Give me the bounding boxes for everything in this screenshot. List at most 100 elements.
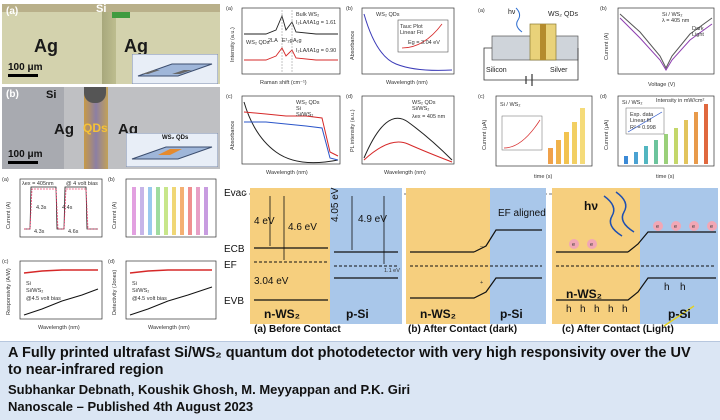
silicon-label: Silicon: [486, 67, 507, 74]
silver-label: Silver: [550, 67, 568, 74]
device-inset-b: [126, 133, 218, 167]
hv-label: hν: [584, 199, 598, 213]
legend-qds: WS₂ QDs: [246, 40, 270, 46]
current-bars: [624, 104, 708, 164]
chart-transient: λex = 405nm @ 4 volt bias 4.3s 4.4s 4.3s…: [2, 177, 103, 238]
chart-responsivity: Si Si/WS₂ @4.5 volt bias (c) Responsivit…: [2, 259, 103, 331]
hv-label: hν: [508, 9, 516, 16]
device-schematic: (a) hν WS₂ QDs Silicon Silver: [478, 4, 592, 92]
lex-label: λex = 405 nm: [412, 114, 446, 120]
scale-label: 100 μm: [8, 62, 43, 73]
peak-e2g: E¹₂g: [282, 38, 293, 44]
time-label: 4.3s: [36, 205, 47, 211]
top-bar: [2, 4, 220, 12]
y-axis-label: PL intensity (a.u.): [350, 109, 356, 152]
inset-eg: Eg = 3.04 eV: [408, 40, 440, 46]
nws2-label: n-WS₂: [566, 287, 602, 301]
peak-2la: 2LA: [268, 38, 278, 44]
chart-current-bars-left: Si / WS₂ (c) Current (μA) time (s): [478, 94, 593, 180]
ef-label: EF: [224, 260, 237, 271]
legend-siws2: Si/WS₂: [412, 106, 429, 112]
panel-letter: (a): [226, 6, 233, 12]
h-sym: h: [608, 304, 614, 315]
e-sym: e: [572, 242, 575, 248]
legend-siws2: Si/WS₂: [132, 288, 149, 294]
x-axis-label: Wavelength (nm): [386, 80, 428, 86]
paper-journal: Nanoscale – Published 4th August 2023: [8, 399, 254, 414]
silicon-strip: [102, 4, 116, 84]
panel-letter: (d): [600, 94, 607, 100]
x-axis-label: Raman shift (cm⁻¹): [260, 80, 307, 86]
h-sym: h: [622, 304, 628, 315]
ag-left-label: Ag: [54, 121, 74, 138]
x-axis-label: time (s): [534, 174, 553, 180]
legend-title: Si / WS₂: [662, 12, 682, 18]
ecb-label: ECB: [224, 244, 245, 255]
psi-label: p-Si: [668, 307, 691, 321]
legend-siws2: Si/WS₂: [26, 288, 43, 294]
y-axis-label: Responsivity (A/W): [6, 268, 12, 315]
legend-qds: WS₂ QDs: [376, 12, 400, 18]
y-axis-label: Detectivity (Jones): [112, 270, 118, 315]
time-label: 4.3s: [34, 229, 45, 235]
si-label: Si: [46, 89, 57, 101]
e304-label: 3.04 eV: [254, 276, 289, 287]
caption-after-light: (c) After Contact (Light): [562, 324, 674, 335]
cycle-pulses: [132, 187, 208, 235]
ag-left-label: Ag: [34, 36, 58, 56]
panel-letter: (a): [6, 6, 19, 17]
e49-label: 4.9 eV: [358, 214, 387, 225]
caption-after-dark: (b) After Contact (dark): [408, 324, 518, 335]
bias-note: @ 4 volt bias: [66, 181, 98, 187]
y-axis-label: Current (A): [6, 202, 12, 229]
nws2-label: n-WS₂: [420, 307, 456, 321]
y-axis-label: Current (A): [112, 202, 118, 229]
paper-authors: Subhankar Debnath, Koushik Ghosh, M. Mey…: [8, 382, 411, 397]
e46-label: 4.6 eV: [288, 222, 317, 233]
x-axis-label: Voltage (V): [648, 82, 675, 88]
x-axis-label: Wavelength (nm): [148, 325, 190, 331]
x-axis-label: Wavelength (nm): [384, 170, 426, 176]
panel-letter: (d): [346, 94, 353, 100]
bias-note: @4.5 volt bias: [26, 296, 61, 302]
tag-label: Si / WS₂: [622, 100, 642, 106]
nws2-label: n-WS₂: [264, 307, 300, 321]
qds-label: WS₂ QDs: [548, 11, 578, 18]
psi-label: p-Si: [346, 307, 369, 321]
legend-light: Light: [692, 32, 704, 38]
bias-note: @4.5 volt bias: [132, 296, 167, 302]
y-axis-label: Absorbance: [230, 121, 236, 150]
chart-detectivity: Si Si/WS₂ @4.5 volt bias (d) Detectivity…: [108, 259, 217, 331]
legend-dark: Dark: [692, 26, 704, 32]
tag-label: Si / WS₂: [500, 102, 520, 108]
e405-label: 4.05 eV: [330, 187, 341, 222]
electron-markers: e e e e e e: [569, 221, 717, 249]
ratio-bottom: I₂LA/IA1g = 0.90: [296, 48, 336, 54]
scale-label: 100 μm: [8, 149, 43, 160]
e-sym: e: [656, 224, 659, 230]
lex-label: λ = 405 nm: [662, 18, 690, 24]
legend-si: Si: [132, 281, 137, 287]
ag-right-label: Ag: [124, 36, 148, 56]
y-axis-label: Current (μA): [482, 119, 488, 150]
dark-blob: [84, 87, 106, 103]
h-sym: h: [580, 304, 586, 315]
evb-label: EVB: [224, 296, 244, 307]
ef-aligned-label: EF aligned: [498, 208, 546, 219]
psi-label: p-Si: [500, 307, 523, 321]
panel-letter: (a): [478, 8, 485, 14]
legend-siws2: Si/WS₂: [296, 112, 313, 118]
h-sym: h: [566, 304, 572, 315]
hole-markers: h h h h h h h: [566, 282, 686, 315]
y-axis-label: Current (A): [604, 33, 610, 60]
inset-legend-fit: Linear Fit: [400, 30, 423, 36]
evac-label: Evac: [224, 188, 246, 199]
peak-a1g: A₁g: [293, 38, 302, 44]
device-inset-a: [132, 54, 218, 84]
e-sym: e: [692, 224, 695, 230]
caption-before-contact: (a) Before Contact: [254, 324, 341, 335]
lex-label: λex = 405nm: [22, 181, 54, 187]
panel-letter: (a): [2, 177, 9, 183]
x-axis-label: time (s): [656, 174, 675, 180]
transient-labels: λex = 405nm @ 4 volt bias 4.3s 4.4s 4.3s…: [2, 177, 98, 235]
